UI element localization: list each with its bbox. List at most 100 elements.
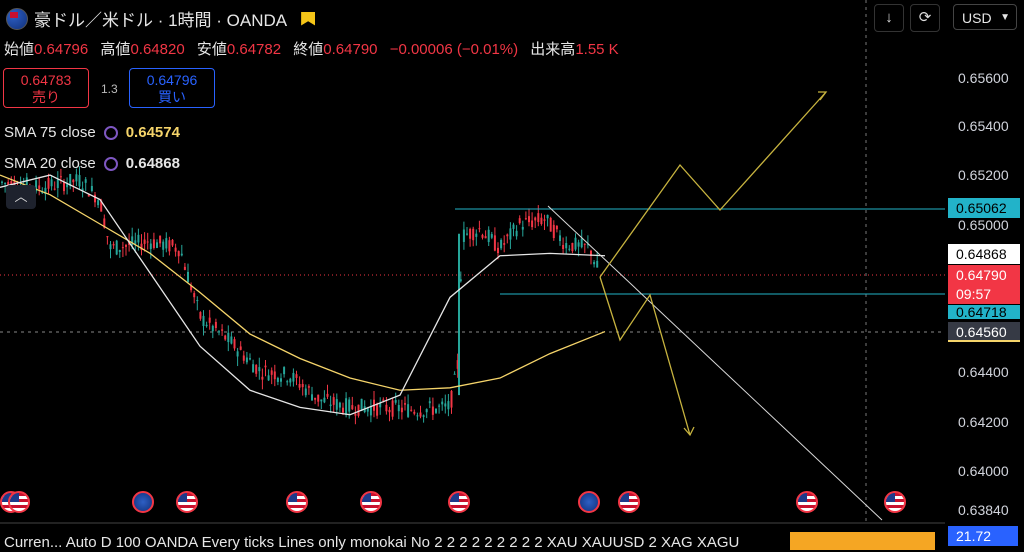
candle-body — [354, 413, 357, 416]
candle-body — [7, 181, 10, 185]
close-value: 0.64790 — [323, 41, 378, 58]
candle-body — [267, 375, 270, 381]
candle-body — [357, 404, 360, 416]
us-event-icon[interactable] — [286, 491, 308, 513]
candle-body — [149, 243, 152, 249]
candle-body — [590, 250, 592, 256]
indicator-sma20[interactable]: SMA 20 close 0.64868 — [4, 155, 180, 172]
us-event-icon[interactable] — [8, 491, 30, 513]
candle-body — [490, 234, 493, 238]
candle-body — [369, 406, 372, 416]
candle-body — [276, 377, 279, 382]
au-event-icon[interactable] — [578, 491, 600, 513]
refresh-icon: ⟳ — [918, 9, 932, 26]
price-tick: 0.64000 — [958, 463, 1009, 479]
us-event-icon[interactable] — [448, 491, 470, 513]
candle-body — [53, 188, 56, 190]
collapse-legend-button[interactable]: ︿ — [6, 185, 36, 209]
bullish-projection — [599, 91, 827, 278]
us-event-icon[interactable] — [176, 491, 198, 513]
candle-body — [177, 251, 180, 257]
candle-body — [289, 378, 292, 383]
candle-body — [497, 247, 499, 254]
candle-body — [236, 351, 239, 357]
candle-body — [453, 373, 456, 375]
us-event-icon[interactable] — [360, 491, 382, 513]
volume-label: 出来高 — [530, 41, 576, 58]
candle-body — [208, 317, 211, 323]
refresh-button[interactable]: ⟳ — [910, 4, 940, 32]
candle-body — [90, 185, 93, 191]
sma75-name: SMA 75 close — [4, 124, 96, 141]
candle-body — [577, 242, 580, 247]
candle-body — [304, 388, 307, 396]
open-value: 0.64796 — [34, 41, 89, 58]
candle-body — [252, 364, 255, 373]
sma75-value: 0.64574 — [125, 124, 180, 141]
us-event-icon[interactable] — [618, 491, 640, 513]
indicator-settings-icon[interactable] — [103, 125, 118, 140]
candle-body — [481, 234, 484, 238]
us-event-icon[interactable] — [796, 491, 818, 513]
candle-body — [493, 235, 496, 251]
candle-body — [540, 217, 543, 225]
candle-body — [323, 397, 326, 403]
candle-body — [515, 230, 518, 237]
candle-body — [75, 174, 78, 182]
candle-body — [385, 404, 388, 412]
close-label: 終値 — [293, 41, 324, 58]
candle-body — [422, 415, 425, 417]
candle-body — [273, 371, 276, 380]
candle-body — [63, 181, 65, 192]
candle-body — [261, 376, 264, 380]
candle-body — [531, 220, 534, 228]
candle-body — [382, 399, 385, 401]
last-price-tag: 0.64790 — [948, 265, 1020, 285]
indicator-sma75[interactable]: SMA 75 close 0.64574 — [4, 124, 180, 141]
candle-body — [97, 200, 100, 206]
indicator-value-tag: 21.72 — [948, 526, 1018, 546]
candle-body — [562, 245, 565, 249]
candle-body — [298, 384, 301, 388]
bookmark-icon[interactable] — [301, 11, 316, 26]
candle-body — [484, 236, 487, 239]
currency-select[interactable]: USD ▼ — [953, 4, 1017, 30]
candle-body — [317, 394, 320, 402]
candle-body — [534, 217, 537, 221]
candle-body — [376, 403, 379, 416]
candle-body — [242, 355, 245, 361]
candle-body — [87, 194, 90, 197]
candle-body — [214, 321, 217, 328]
candle-body — [314, 397, 317, 400]
sell-price: 0.64783 — [20, 72, 72, 88]
candle-body — [555, 225, 558, 230]
candle-body — [571, 242, 574, 252]
candle-body — [326, 393, 329, 397]
candle-body — [410, 409, 413, 411]
candle-body — [537, 213, 540, 223]
sma20-line — [0, 174, 606, 416]
candle-body — [444, 403, 447, 407]
scroll-down-button[interactable]: ↓ — [874, 4, 904, 32]
candle-body — [233, 339, 236, 349]
symbol-title[interactable]: 豪ドル／米ドル · 1時間 · OANDA — [6, 6, 316, 31]
indicator-settings-icon[interactable] — [103, 156, 118, 171]
status-bar-highlight — [790, 532, 935, 550]
candle-body — [419, 412, 422, 417]
candle-body — [400, 407, 403, 413]
sma20-value: 0.64868 — [125, 155, 180, 172]
candle-body — [425, 409, 428, 413]
buy-button[interactable]: 0.64796 買い — [129, 68, 215, 108]
sell-button[interactable]: 0.64783 売り — [3, 68, 89, 108]
candle-body — [50, 179, 53, 187]
aud-usd-flag-icon — [6, 7, 28, 30]
candle-body — [84, 179, 87, 183]
candle-body — [583, 243, 586, 245]
candle-body — [168, 240, 171, 252]
us-event-icon[interactable] — [884, 491, 906, 513]
candle-body — [574, 237, 577, 250]
candle-body — [227, 332, 230, 343]
candle-body — [580, 238, 583, 248]
au-event-icon[interactable] — [132, 491, 154, 513]
